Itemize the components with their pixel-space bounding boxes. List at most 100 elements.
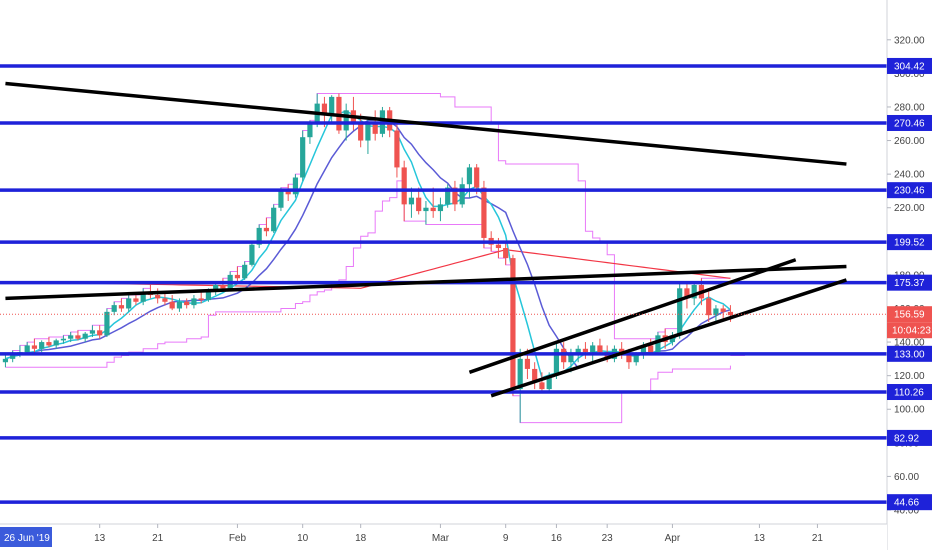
candle-body (329, 96, 335, 114)
candle-body (205, 291, 212, 301)
candle-body (68, 335, 74, 339)
level-badge-label: 44.66 (894, 498, 919, 509)
candle-body (133, 298, 139, 302)
x-tick-label: 13 (754, 533, 766, 544)
level-badge-label: 175.37 (894, 278, 925, 289)
x-axis-panel[interactable] (0, 524, 887, 550)
level-badge-label: 199.52 (894, 238, 925, 249)
candle-body (60, 338, 67, 341)
x-tick-label: 10 (297, 533, 309, 544)
y-tick-label: 240.00 (894, 170, 925, 181)
candle-body (466, 167, 473, 185)
candle-body (256, 227, 262, 245)
level-badge (887, 429, 932, 446)
x-tick-label: 16 (551, 533, 563, 544)
candle-body (126, 298, 132, 309)
candle-body (365, 123, 371, 141)
candle-body (640, 345, 647, 356)
candle-body (39, 342, 45, 349)
level-badge-label: 304.42 (894, 61, 925, 72)
y-tick-label: 100.00 (894, 405, 925, 416)
candle-body (416, 197, 422, 212)
candle-body (307, 123, 313, 138)
channel-lower-line (5, 180, 731, 424)
candle-body (372, 123, 378, 134)
level-badge-label: 230.46 (894, 186, 925, 197)
x-tick-label: 18 (355, 533, 367, 544)
level-badge-label: 133.00 (894, 349, 925, 360)
candle-body (452, 187, 458, 205)
candle-body (10, 353, 16, 359)
candle-body (495, 244, 502, 249)
candle-body (184, 301, 190, 306)
current-price-badge (887, 306, 932, 323)
candle-body (169, 301, 175, 309)
y-tick-label: 280.00 (894, 102, 925, 113)
candle-body (510, 258, 516, 390)
x-tick-label: 23 (602, 533, 614, 544)
y-tick-label: 60.00 (894, 472, 919, 483)
candle-body (655, 335, 661, 353)
candle-body (713, 308, 719, 316)
candle-body (31, 345, 38, 349)
y-tick-label: 40.00 (894, 506, 919, 517)
candle-body (198, 298, 204, 301)
level-badge-label: 270.46 (894, 118, 925, 129)
trendline[interactable] (468, 258, 797, 374)
y-tick-label: 260.00 (894, 136, 925, 147)
candle-body (46, 342, 52, 346)
candle-body (437, 204, 444, 212)
level-badge-label: 82.92 (894, 433, 919, 444)
x-tick-label: 13 (94, 533, 106, 544)
candle-body (271, 207, 277, 232)
trendlines[interactable] (5, 81, 847, 398)
candle-body (292, 177, 299, 195)
candle-body (394, 130, 400, 168)
candle-body (278, 190, 284, 208)
candle-body (300, 137, 306, 178)
candle-body (234, 274, 241, 279)
level-badge (887, 182, 932, 199)
horizontal-levels[interactable] (0, 64, 887, 504)
candle-body (568, 355, 574, 363)
candle-body (97, 330, 103, 336)
candle-body (82, 333, 88, 339)
candle-body (445, 187, 451, 205)
y-tick-label: 140.00 (894, 338, 925, 349)
candle-body (401, 167, 407, 205)
candle-body (89, 330, 96, 334)
trendline[interactable] (5, 264, 847, 301)
start-date-badge: 26 Jun '19 (0, 527, 52, 547)
candle-body (2, 358, 9, 363)
candle-body (474, 167, 480, 188)
candle-body (104, 311, 110, 336)
candle-body (423, 207, 429, 212)
candle-body (162, 298, 168, 302)
candle-body (249, 244, 255, 265)
candle-body (481, 187, 487, 238)
candle-body (220, 284, 226, 289)
candle-body (691, 284, 697, 299)
candle-body (720, 308, 726, 312)
candle-body (53, 340, 59, 346)
current-price-label: 156.59 (894, 310, 925, 321)
level-badge (887, 234, 932, 251)
level-badge-label: 110.26 (894, 388, 924, 399)
trendline[interactable] (5, 81, 847, 166)
x-tick-label: 21 (152, 533, 164, 544)
candle-body (75, 335, 81, 339)
level-badge (887, 57, 932, 74)
candle-body (669, 335, 676, 343)
y-tick-label: 120.00 (894, 371, 925, 382)
candle-body (524, 358, 531, 369)
candle-body (532, 368, 538, 383)
candle-body (626, 355, 632, 363)
candle-body (517, 358, 523, 390)
candle-body (242, 264, 248, 279)
x-tick-label: Mar (432, 533, 450, 544)
trendline[interactable] (490, 278, 847, 398)
candle-body (633, 355, 639, 363)
candle-body (684, 288, 690, 299)
candle-body (553, 348, 560, 376)
